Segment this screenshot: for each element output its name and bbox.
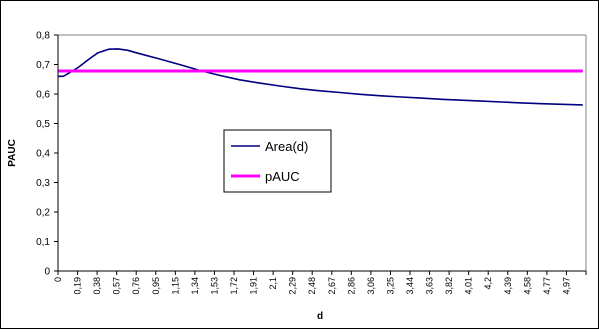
- x-tick-label: 1,72: [229, 277, 239, 295]
- x-tick-label: 4,2: [483, 277, 493, 290]
- y-tick-label: 0,6: [36, 90, 50, 101]
- x-tick-label: 0,19: [73, 277, 83, 295]
- y-tick-label: 0,1: [36, 237, 50, 248]
- x-tick-label: 2,48: [307, 277, 317, 295]
- x-axis-title: d: [317, 311, 323, 322]
- y-tick-label: 0,2: [36, 208, 50, 219]
- line-chart: 00,10,20,30,40,50,60,70,8 0 0,19 0,38 0,57 0…: [7, 31, 587, 322]
- x-tick-label: 1,91: [249, 277, 259, 295]
- legend-label-area: Area(d): [265, 139, 308, 154]
- y-axis-ticks: 0 0,1 0,2 0,3 0,4 0,5 0,6 0,7 0,8: [36, 31, 58, 278]
- x-tick-label: 1,34: [190, 277, 200, 295]
- x-tick-label: 4,58: [522, 277, 532, 295]
- x-tick-label: 4,77: [542, 277, 552, 295]
- legend-label-pauc: pAUC: [265, 169, 300, 184]
- y-tick-label: 0,7: [36, 60, 50, 71]
- y-tick-label: 0,5: [36, 119, 50, 130]
- x-tick-label: 4,39: [503, 277, 513, 295]
- x-tick-label: 1,53: [209, 277, 219, 295]
- x-tick-label: 1,15: [170, 277, 180, 295]
- x-tick-label: 2,1: [268, 277, 278, 290]
- x-tick-label: 0,95: [151, 277, 161, 295]
- legend: Area(d) pAUC: [223, 129, 332, 193]
- x-tick-label: 2,29: [288, 277, 298, 295]
- x-tick-label: 0,57: [112, 277, 122, 295]
- series-layer: [58, 48, 583, 106]
- y-tick-label: 0: [44, 267, 50, 278]
- x-tick-label: 2,86: [346, 277, 356, 295]
- x-tick-label: 4,97: [561, 277, 571, 295]
- x-tick-label: 0,76: [131, 277, 141, 295]
- y-axis-title: PAUC: [7, 139, 18, 167]
- x-tick-label: 2,67: [327, 277, 337, 295]
- y-tick-label: 0,8: [36, 31, 50, 42]
- x-tick-label: 0,38: [92, 277, 102, 295]
- x-tick-label: 3,44: [405, 277, 415, 295]
- x-tick-label: 3,06: [366, 277, 376, 295]
- series-line-area-d: [58, 48, 583, 106]
- y-tick-label: 0,3: [36, 178, 50, 189]
- x-tick-label: 3,63: [425, 277, 435, 295]
- x-tick-label: 4,01: [464, 277, 474, 295]
- legend-box: [223, 129, 332, 193]
- x-tick-label: 3,82: [444, 277, 454, 295]
- y-tick-label: 0,4: [36, 149, 50, 160]
- x-tick-label: 0: [53, 277, 63, 282]
- x-axis-ticks: 0 0,19 0,38 0,57 0,76 0,95 1,15 1,34 1,53 1,72 1,9…: [53, 271, 587, 295]
- x-tick-label: 3,25: [385, 277, 395, 295]
